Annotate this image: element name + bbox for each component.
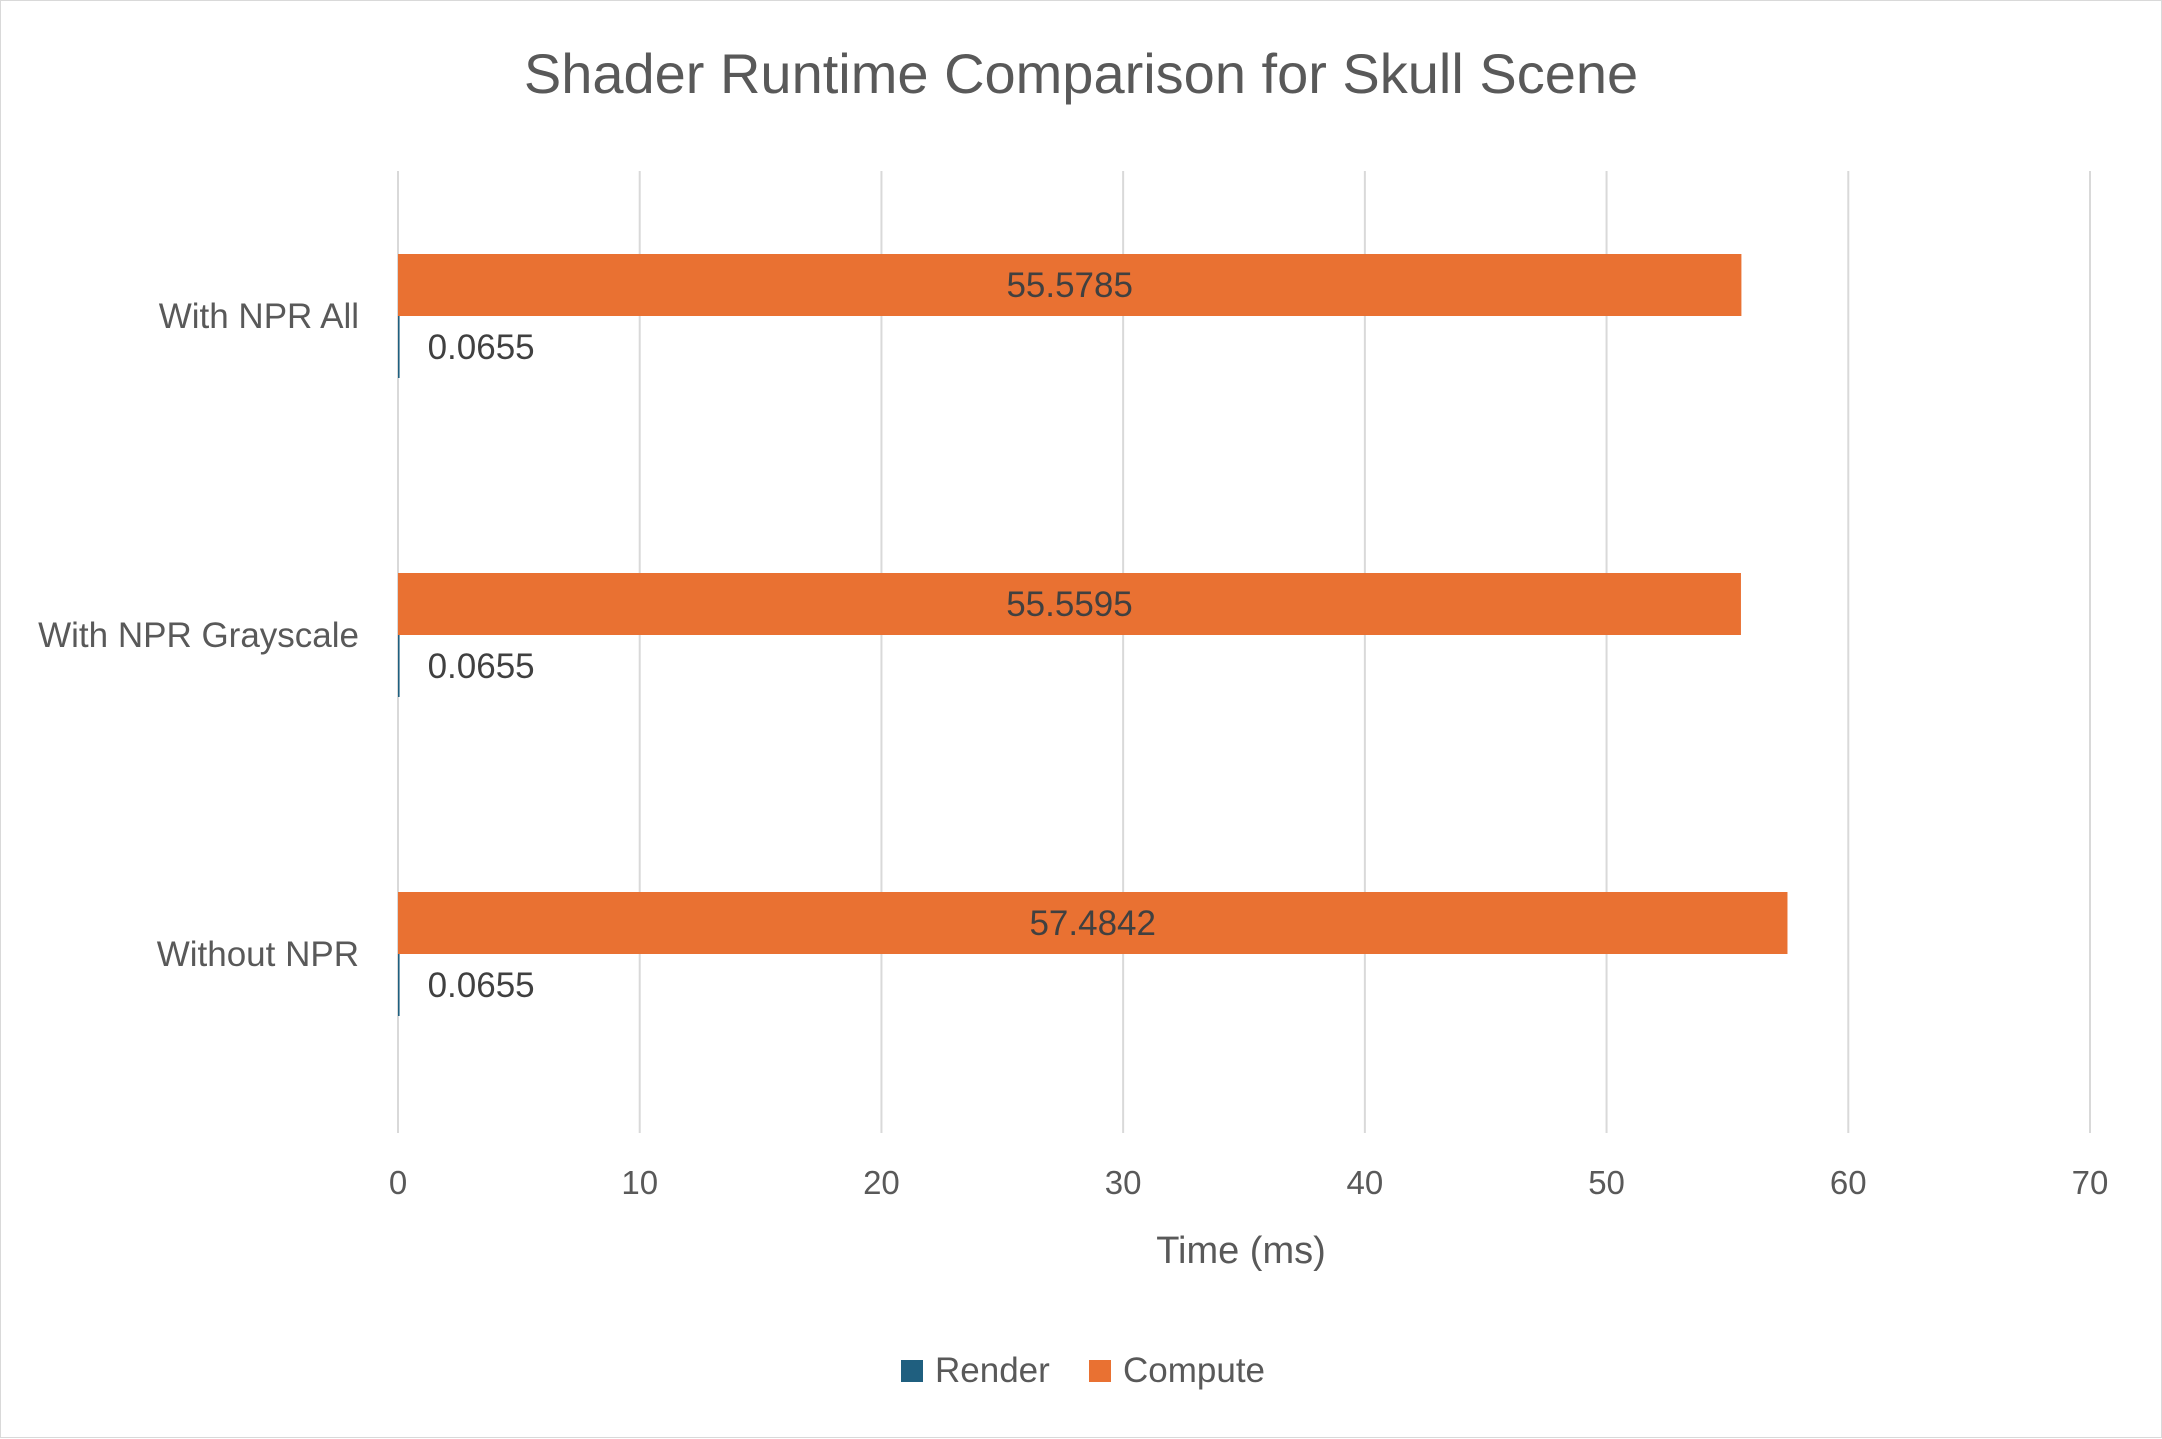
data-labels: 55.5785 0.0655 55.5595 0.0655 57.4842 0.0655 (428, 266, 1156, 1005)
compute-bar (398, 573, 1741, 635)
render-value-label: 0.0655 (428, 328, 535, 367)
render-bar (398, 635, 400, 697)
chart-title: Shader Runtime Comparison for Skull Scen… (524, 42, 1638, 105)
x-tick-label: 10 (621, 1164, 658, 1201)
render-legend-swatch (901, 1360, 923, 1382)
render-bar (398, 316, 400, 378)
render-value-label: 0.0655 (428, 647, 535, 686)
x-tick-label: 20 (863, 1164, 900, 1201)
gridlines (397, 171, 2091, 1133)
render-bar (398, 954, 400, 1016)
x-tick-label: 60 (1830, 1164, 1867, 1201)
category-axis-labels: With NPR All With NPR Grayscale Without NP… (38, 297, 359, 974)
x-axis-title: Time (ms) (1156, 1230, 1326, 1272)
compute-value-label: 57.4842 (1029, 904, 1156, 943)
x-tick-label: 70 (2072, 1164, 2109, 1201)
x-tick-label: 0 (389, 1164, 407, 1201)
compute-legend-swatch (1089, 1360, 1111, 1382)
compute-legend-label: Compute (1123, 1351, 1265, 1390)
compute-bar (398, 892, 1788, 954)
x-tick-label: 40 (1346, 1164, 1383, 1201)
render-legend-label: Render (935, 1351, 1050, 1390)
compute-bar (398, 254, 1742, 316)
category-label: Without NPR (157, 935, 359, 974)
value-axis-ticks: 0 10 20 30 40 50 60 70 (389, 1164, 2109, 1201)
category-label: With NPR All (159, 297, 359, 336)
x-tick-label: 30 (1105, 1164, 1142, 1201)
compute-value-label: 55.5785 (1006, 266, 1133, 305)
bars (398, 254, 1788, 1016)
render-value-label: 0.0655 (428, 966, 535, 1005)
compute-value-label: 55.5595 (1006, 585, 1133, 624)
legend: Render Compute (901, 1351, 1265, 1390)
x-tick-label: 50 (1588, 1164, 1625, 1201)
category-label: With NPR Grayscale (38, 616, 359, 655)
